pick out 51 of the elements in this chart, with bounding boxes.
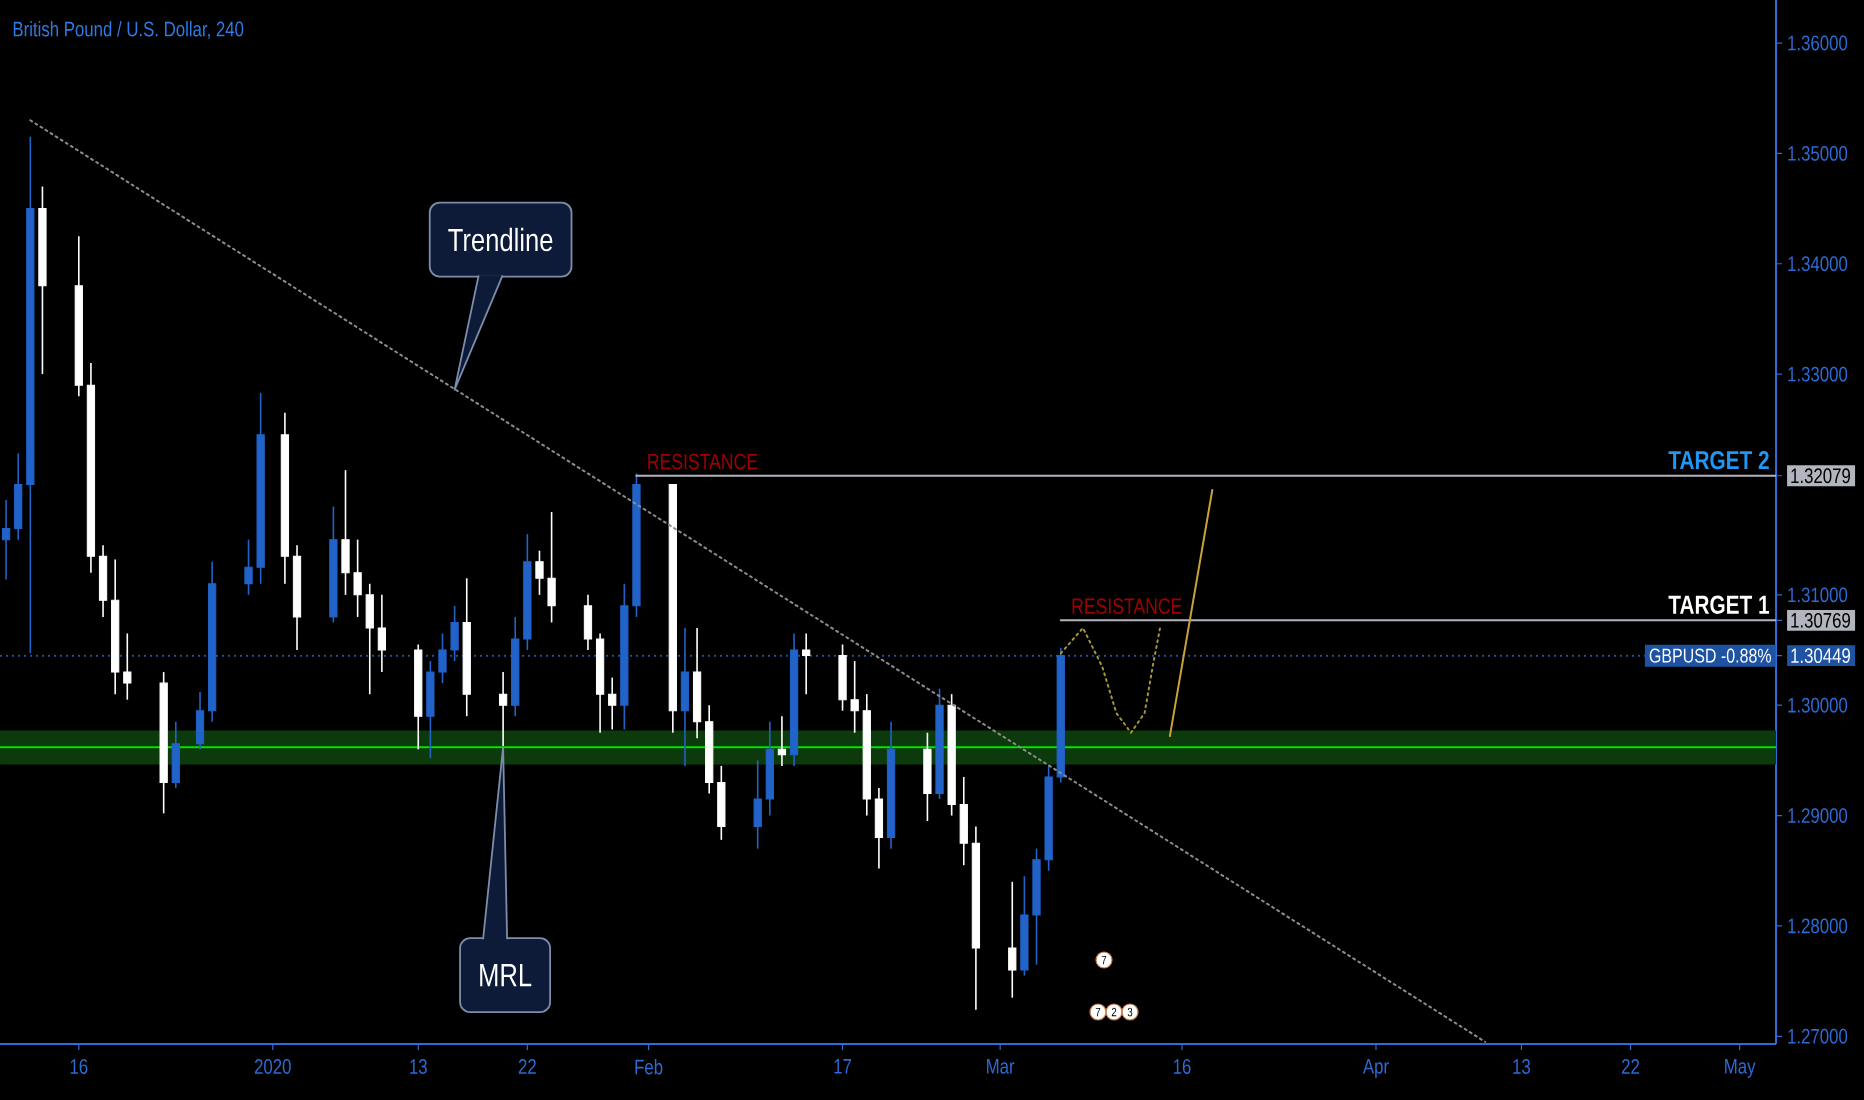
- candlestick: [874, 787, 884, 870]
- annotation: TARGET 1: [1668, 595, 1770, 614]
- y-tick-label: 1.36000: [1788, 35, 1848, 51]
- candlestick: [195, 691, 205, 751]
- y-tick-label: 1.31000: [1788, 587, 1848, 603]
- y-tick-label: 1.28000: [1788, 918, 1848, 934]
- x-tick-label: 13: [1513, 1059, 1531, 1074]
- annotation: TARGET 2: [1668, 450, 1769, 470]
- x-tick-label: Feb: [635, 1059, 663, 1075]
- candlestick: [498, 671, 508, 747]
- x-tick-label: 2020: [254, 1059, 291, 1074]
- x-tick-label: Mar: [987, 1059, 1015, 1074]
- candlestick: [923, 731, 932, 822]
- y-tick-label: 1.33000: [1788, 366, 1848, 382]
- x-tick-label: 22: [1622, 1059, 1640, 1074]
- x-tick-label: Apr: [1362, 1059, 1389, 1078]
- annotation: Trendline: [448, 227, 553, 252]
- candlestick: [377, 594, 387, 673]
- candlestick: [1, 499, 11, 581]
- y-tick-label: 1.29000: [1788, 808, 1848, 823]
- candlestick: [1008, 880, 1017, 999]
- x-tick-label: May: [1725, 1059, 1756, 1078]
- x-tick-label: 13: [410, 1059, 427, 1074]
- candlestick: [753, 759, 762, 850]
- y-tick-label: 1.30449: [1791, 648, 1851, 664]
- y-tick-label: 1.35000: [1788, 145, 1848, 161]
- y-tick-label: 1.32079: [1791, 468, 1851, 484]
- y-tick-label: 1.27000: [1788, 1028, 1848, 1044]
- candlestick: [123, 632, 132, 701]
- candlestick: [14, 452, 23, 541]
- ref-line-label: GBPUSD -0.88%: [1649, 648, 1772, 663]
- x-tick-label: 16: [1173, 1059, 1191, 1074]
- candlestick: [680, 627, 690, 767]
- annotation: MRL: [480, 964, 532, 987]
- y-tick-label: 1.30000: [1788, 697, 1848, 713]
- annotation: RESISTANCE: [1072, 598, 1182, 614]
- candlestick: [171, 720, 180, 789]
- candlestick: [608, 676, 617, 731]
- x-tick-label: 16: [70, 1059, 88, 1074]
- x-tick-label: 17: [834, 1059, 852, 1074]
- candlestick: [717, 765, 726, 841]
- line-series: [1059, 625, 1162, 734]
- text: British Pound / U.S. Dollar, 240: [13, 21, 244, 39]
- candlestick: [98, 544, 108, 618]
- annotation: RESISTANCE: [648, 453, 758, 470]
- x-tick-label: 22: [518, 1059, 536, 1074]
- candlestick: [583, 594, 593, 651]
- candlestick: [777, 715, 787, 767]
- y-tick-label: 1.30769: [1791, 612, 1851, 628]
- y-tick-label: 1.34000: [1788, 256, 1848, 272]
- candlestick: [802, 632, 811, 695]
